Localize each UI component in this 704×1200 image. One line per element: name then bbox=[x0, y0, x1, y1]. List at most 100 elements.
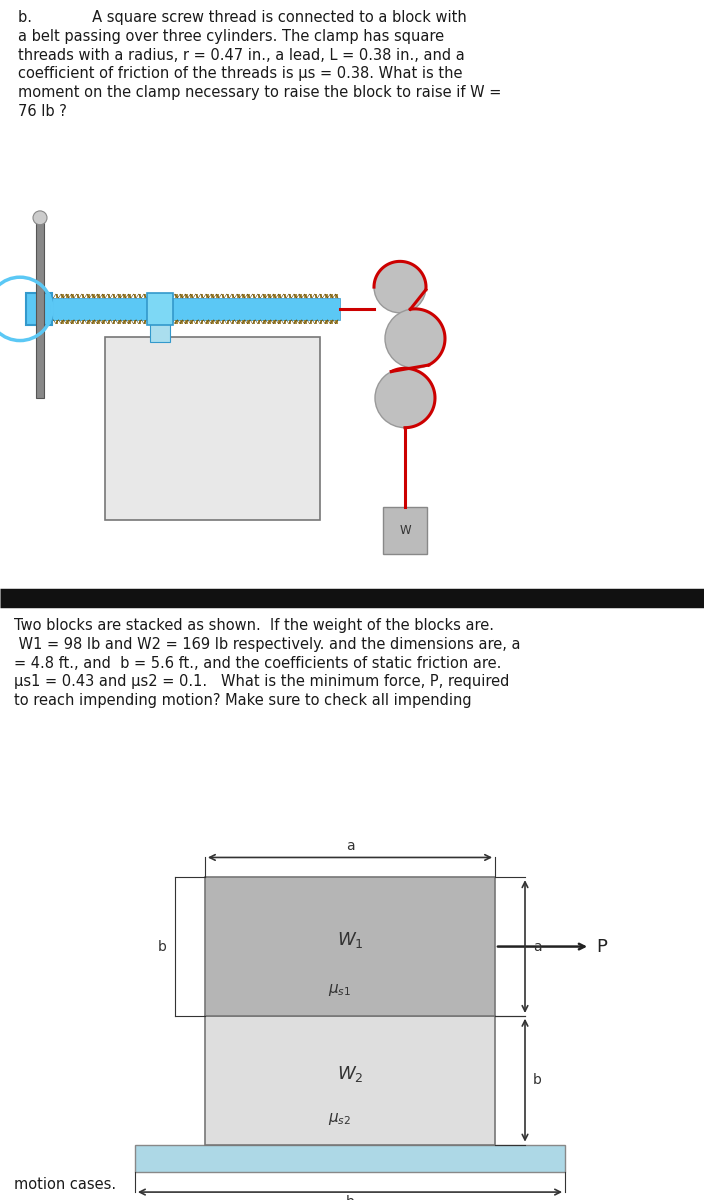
Polygon shape bbox=[216, 319, 219, 324]
Polygon shape bbox=[196, 319, 199, 324]
Polygon shape bbox=[294, 319, 296, 324]
Bar bbox=[28, 298, 340, 319]
Text: motion cases.: motion cases. bbox=[14, 1177, 116, 1192]
Polygon shape bbox=[97, 294, 100, 298]
Text: P: P bbox=[596, 937, 607, 955]
Polygon shape bbox=[103, 294, 105, 298]
Polygon shape bbox=[294, 294, 296, 298]
Polygon shape bbox=[242, 319, 245, 324]
Text: a belt passing over three cylinders. The clamp has square: a belt passing over three cylinders. The… bbox=[18, 29, 444, 43]
Polygon shape bbox=[180, 294, 183, 298]
Polygon shape bbox=[227, 319, 230, 324]
Polygon shape bbox=[201, 294, 203, 298]
Polygon shape bbox=[284, 294, 287, 298]
Bar bbox=[205, 1016, 495, 1145]
Polygon shape bbox=[30, 319, 32, 324]
Polygon shape bbox=[108, 319, 111, 324]
Text: 76 lb ?: 76 lb ? bbox=[18, 104, 67, 119]
Polygon shape bbox=[185, 319, 188, 324]
Polygon shape bbox=[273, 294, 276, 298]
Polygon shape bbox=[77, 319, 79, 324]
Text: W1 = 98 lb and W2 = 169 lb respectively. and the dimensions are, a: W1 = 98 lb and W2 = 169 lb respectively.… bbox=[14, 637, 520, 652]
Bar bbox=[105, 336, 320, 520]
Polygon shape bbox=[77, 294, 79, 298]
Polygon shape bbox=[46, 319, 48, 324]
Polygon shape bbox=[175, 319, 177, 324]
Polygon shape bbox=[154, 294, 157, 298]
Bar bbox=[135, 1145, 565, 1172]
Polygon shape bbox=[66, 294, 69, 298]
Text: $W_1$: $W_1$ bbox=[337, 930, 363, 949]
Polygon shape bbox=[87, 319, 89, 324]
Polygon shape bbox=[237, 319, 239, 324]
Polygon shape bbox=[191, 319, 193, 324]
Polygon shape bbox=[289, 319, 291, 324]
Polygon shape bbox=[320, 294, 322, 298]
Polygon shape bbox=[330, 294, 333, 298]
Polygon shape bbox=[159, 319, 162, 324]
Polygon shape bbox=[56, 294, 58, 298]
Polygon shape bbox=[258, 319, 260, 324]
Bar bbox=[205, 877, 495, 1016]
Polygon shape bbox=[134, 319, 136, 324]
Polygon shape bbox=[191, 294, 193, 298]
Polygon shape bbox=[206, 319, 208, 324]
Bar bbox=[26, 293, 52, 325]
Polygon shape bbox=[180, 319, 183, 324]
Polygon shape bbox=[335, 319, 338, 324]
Polygon shape bbox=[128, 319, 131, 324]
Polygon shape bbox=[113, 294, 115, 298]
Polygon shape bbox=[253, 294, 255, 298]
Polygon shape bbox=[134, 294, 136, 298]
Polygon shape bbox=[196, 294, 199, 298]
Polygon shape bbox=[128, 294, 131, 298]
Polygon shape bbox=[325, 294, 327, 298]
Text: = 4.8 ft., and  b = 5.6 ft., and the coefficients of static friction are.: = 4.8 ft., and b = 5.6 ft., and the coef… bbox=[14, 655, 501, 671]
Polygon shape bbox=[46, 294, 48, 298]
Text: a: a bbox=[346, 840, 354, 853]
Circle shape bbox=[385, 308, 445, 368]
Polygon shape bbox=[149, 294, 151, 298]
Polygon shape bbox=[247, 319, 250, 324]
Polygon shape bbox=[97, 319, 100, 324]
Polygon shape bbox=[87, 294, 89, 298]
Polygon shape bbox=[51, 319, 54, 324]
Polygon shape bbox=[325, 319, 327, 324]
Text: moment on the clamp necessary to raise the block to raise if W =: moment on the clamp necessary to raise t… bbox=[18, 85, 501, 100]
Polygon shape bbox=[315, 294, 318, 298]
Polygon shape bbox=[335, 294, 338, 298]
Polygon shape bbox=[118, 294, 120, 298]
Polygon shape bbox=[149, 319, 151, 324]
Polygon shape bbox=[263, 319, 265, 324]
Polygon shape bbox=[310, 294, 312, 298]
Polygon shape bbox=[289, 294, 291, 298]
Polygon shape bbox=[268, 319, 271, 324]
Text: Two blocks are stacked as shown.  If the weight of the blocks are.: Two blocks are stacked as shown. If the … bbox=[14, 618, 494, 632]
Polygon shape bbox=[206, 294, 208, 298]
Polygon shape bbox=[253, 319, 255, 324]
Polygon shape bbox=[144, 294, 146, 298]
Polygon shape bbox=[273, 319, 276, 324]
Bar bbox=[36, 220, 44, 398]
Polygon shape bbox=[35, 319, 38, 324]
Bar bbox=[147, 293, 173, 325]
Polygon shape bbox=[71, 319, 74, 324]
Text: W: W bbox=[399, 524, 411, 538]
Polygon shape bbox=[40, 319, 43, 324]
Bar bbox=[150, 308, 170, 342]
Polygon shape bbox=[113, 319, 115, 324]
Text: $W_2$: $W_2$ bbox=[337, 1063, 363, 1084]
Polygon shape bbox=[165, 319, 167, 324]
Polygon shape bbox=[66, 319, 69, 324]
Text: b: b bbox=[346, 1195, 354, 1200]
Polygon shape bbox=[232, 294, 234, 298]
Polygon shape bbox=[216, 294, 219, 298]
Polygon shape bbox=[61, 319, 63, 324]
Polygon shape bbox=[222, 294, 224, 298]
Polygon shape bbox=[139, 294, 142, 298]
Polygon shape bbox=[118, 319, 120, 324]
Circle shape bbox=[33, 211, 47, 224]
Text: a: a bbox=[533, 940, 541, 954]
Polygon shape bbox=[123, 294, 126, 298]
Polygon shape bbox=[170, 319, 172, 324]
